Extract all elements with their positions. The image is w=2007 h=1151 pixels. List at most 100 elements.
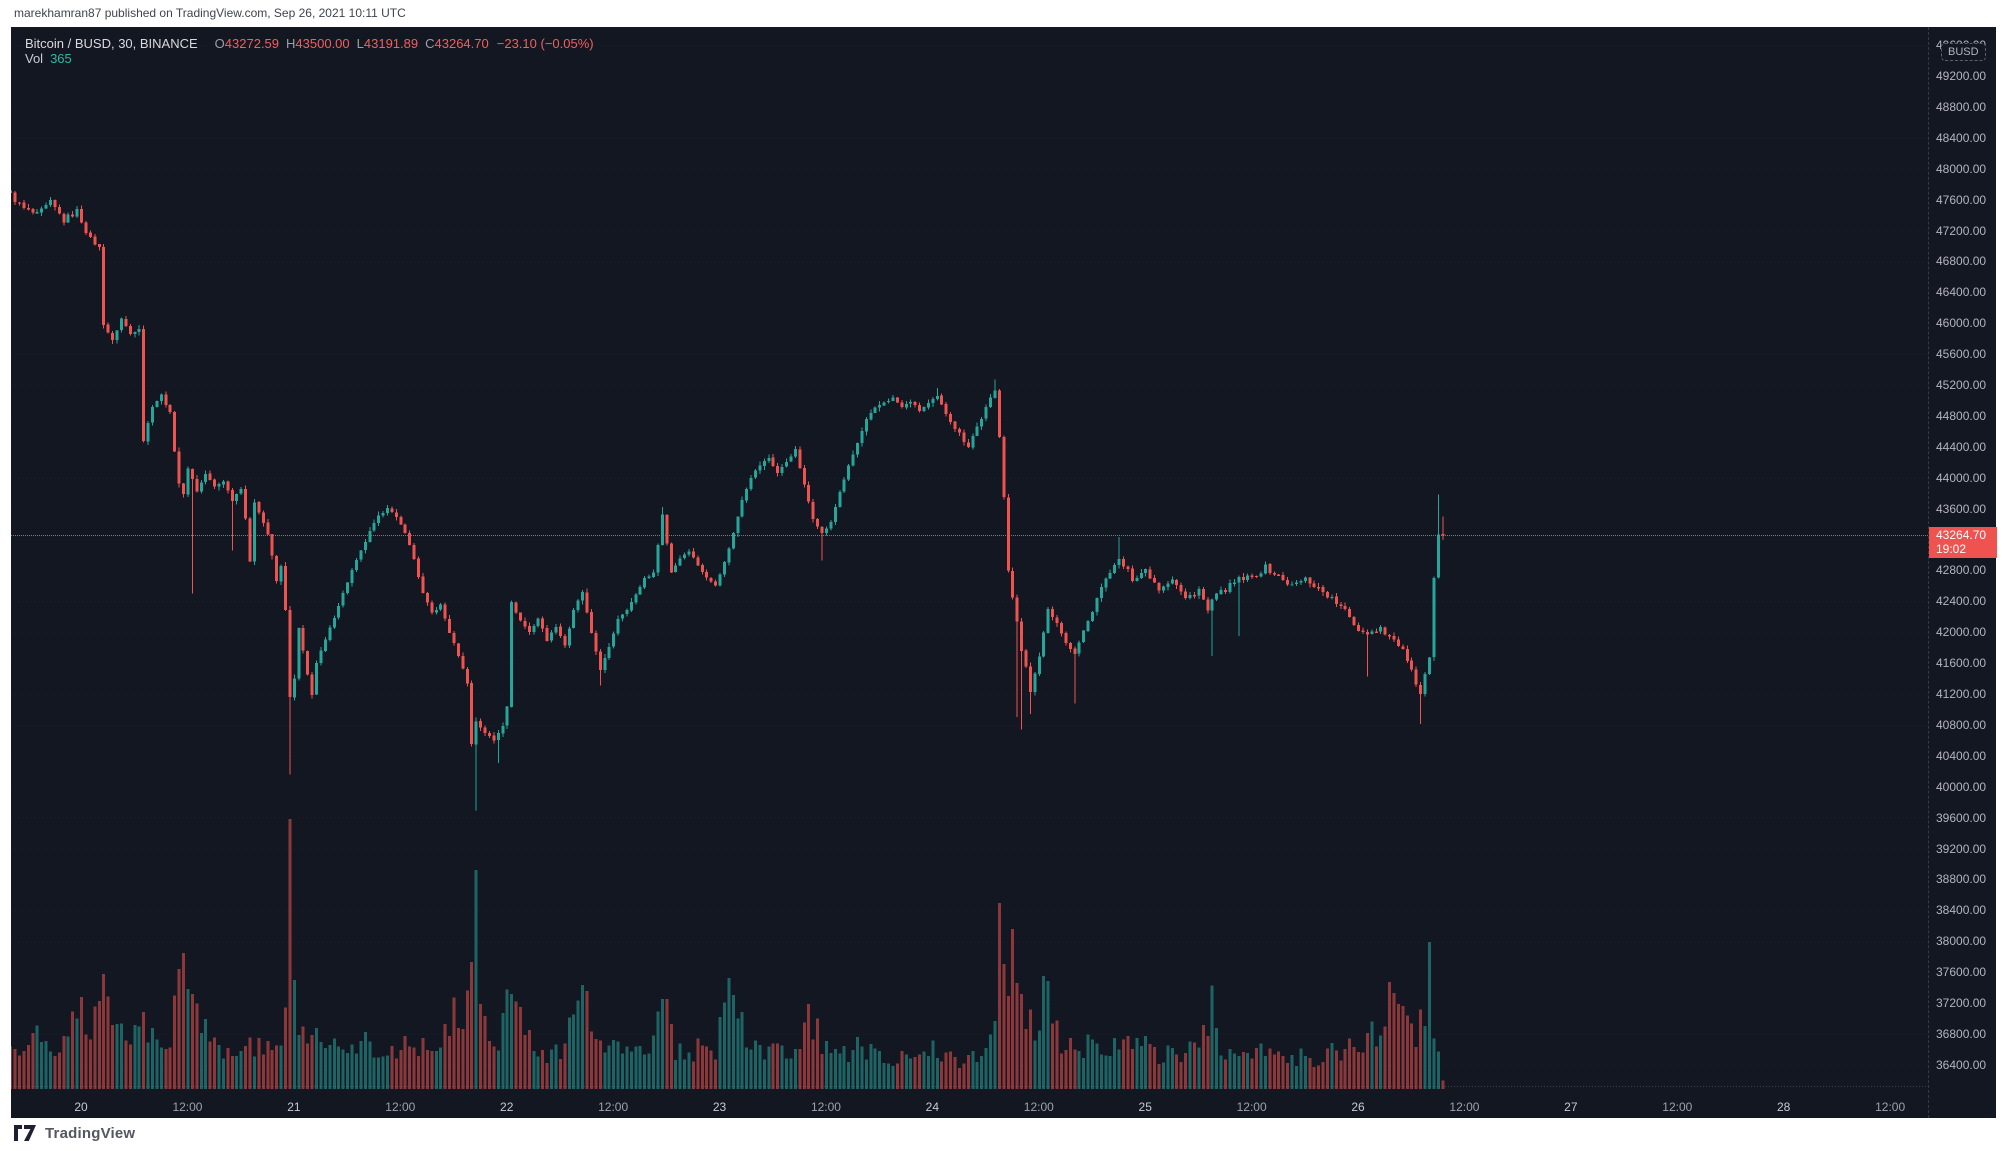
candle-body xyxy=(146,422,150,442)
volume-bar xyxy=(119,1023,123,1089)
candle-body xyxy=(1250,575,1254,577)
symbol-title[interactable]: Bitcoin / BUSD, 30, BINANCE xyxy=(25,36,198,51)
candle-body xyxy=(1059,623,1063,634)
volume-bar xyxy=(563,1043,567,1089)
candle xyxy=(847,464,851,481)
candle-body xyxy=(900,402,904,408)
candle xyxy=(230,487,234,551)
candle-body xyxy=(1419,684,1423,694)
candle-body xyxy=(239,488,243,494)
candle xyxy=(1175,578,1179,589)
candle-body xyxy=(1272,573,1276,575)
volume-bar xyxy=(1188,1041,1192,1089)
candle-body xyxy=(150,406,154,423)
volume-bar xyxy=(780,1045,784,1089)
volume-bar xyxy=(536,1056,540,1089)
volume-bar xyxy=(137,1026,141,1089)
candle xyxy=(1197,586,1201,599)
candle-body xyxy=(297,627,301,679)
volume-bar xyxy=(111,1025,115,1089)
candle xyxy=(71,210,75,218)
candle xyxy=(962,429,966,446)
candle-body xyxy=(864,419,868,432)
volume-bar xyxy=(146,1042,150,1089)
time-tick-label: 12:00 xyxy=(810,1100,841,1114)
time-axis[interactable]: 20 12:00 21 12:00 22 12:00 23 12:00 24 12:00 25 12:… xyxy=(11,1093,1928,1118)
candle-body xyxy=(820,526,824,533)
candle-body xyxy=(49,199,53,205)
volume-bar xyxy=(496,1050,500,1089)
price-tick-label: 38000.00 xyxy=(1936,934,1987,949)
candle xyxy=(1357,622,1361,632)
candle-body xyxy=(354,559,358,571)
volume-bar xyxy=(882,1062,886,1089)
volume-bar xyxy=(66,1036,70,1089)
volume-bar xyxy=(235,1056,239,1089)
volume-bar xyxy=(674,1059,678,1089)
volume-label[interactable]: Vol xyxy=(25,51,44,66)
candle xyxy=(470,680,474,747)
candle-body xyxy=(226,481,230,491)
volume-bar xyxy=(97,1001,101,1089)
candle-body xyxy=(310,674,314,695)
candle-body xyxy=(270,534,274,556)
candle-body xyxy=(1277,574,1281,576)
candle xyxy=(1392,632,1396,642)
candle-body xyxy=(1374,631,1378,633)
candle xyxy=(1068,641,1072,653)
candle xyxy=(949,412,953,425)
candle xyxy=(1015,594,1019,718)
candle xyxy=(1321,584,1325,597)
candle xyxy=(652,569,656,579)
volume-bar xyxy=(603,1052,607,1089)
candle-body xyxy=(261,512,265,524)
candle-body xyxy=(656,545,660,573)
candle-body xyxy=(35,212,39,214)
time-tick-label: 22 xyxy=(500,1100,514,1114)
candle xyxy=(674,562,678,573)
volume-bar xyxy=(1423,1025,1427,1089)
candle xyxy=(510,600,514,708)
volume-bar xyxy=(49,1051,53,1089)
volume-bar xyxy=(802,1022,806,1089)
candle xyxy=(35,209,39,215)
price-tick-label: 40400.00 xyxy=(1936,748,1987,763)
candle xyxy=(1286,577,1290,586)
candle-body xyxy=(487,733,491,737)
tradingview-logo[interactable]: TradingView xyxy=(13,1124,135,1142)
candle xyxy=(1051,606,1055,621)
chart-panel[interactable]: Bitcoin / BUSD, 30, BINANCE O43272.59 H435… xyxy=(11,27,1997,1118)
candle-body xyxy=(878,405,882,408)
candle-body xyxy=(554,627,558,633)
candle xyxy=(1255,575,1259,578)
open-value: 43272.59 xyxy=(224,36,280,51)
candle-body xyxy=(1237,577,1241,583)
candle-body xyxy=(904,403,908,408)
price-tick-label: 39200.00 xyxy=(1936,841,1987,856)
volume-bar xyxy=(935,1057,939,1089)
candle xyxy=(1379,624,1383,635)
candle-body xyxy=(1046,609,1050,633)
currency-pill[interactable]: BUSD xyxy=(1941,43,1986,62)
candle xyxy=(137,324,141,336)
last-price-line xyxy=(11,535,1928,536)
volume-bar xyxy=(363,1031,367,1089)
candle xyxy=(758,461,762,475)
candle-body xyxy=(1365,631,1369,635)
volume-bar xyxy=(776,1043,780,1089)
footer-bar: TradingView xyxy=(0,1118,2007,1151)
candle-body xyxy=(1317,586,1321,589)
candle-body xyxy=(456,643,460,657)
volume-bar xyxy=(527,1029,531,1089)
price-axis[interactable]: 36400.00 36800.00 37200.00 37600.00 38000.00… xyxy=(1928,27,1997,1118)
candle xyxy=(1237,575,1241,637)
candle-body xyxy=(980,418,984,427)
volume-bar xyxy=(585,991,589,1089)
candle xyxy=(647,574,651,580)
candle xyxy=(1410,657,1414,672)
volume-bar xyxy=(377,1057,381,1089)
candle-body xyxy=(1073,648,1077,655)
candle xyxy=(931,397,935,408)
candle xyxy=(838,490,842,508)
candlestick-chart[interactable] xyxy=(11,27,1996,1118)
